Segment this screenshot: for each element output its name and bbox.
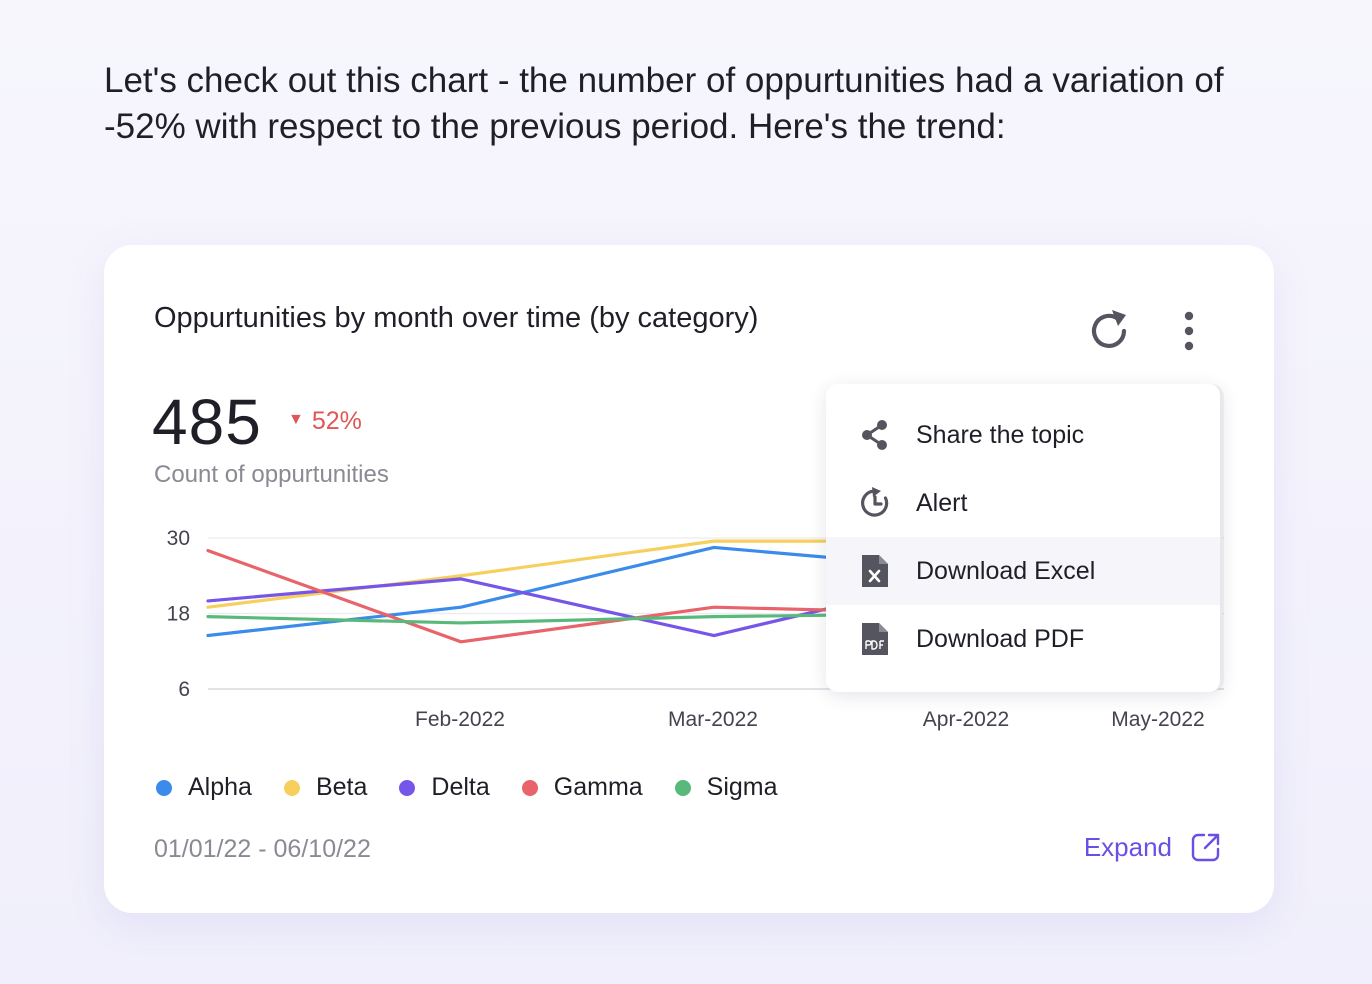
menu-item-label: Alert [916,488,968,517]
expand-label: Expand [1083,831,1172,862]
excel-file-icon [858,554,892,588]
legend-dot [674,779,691,796]
menu-item-download-excel[interactable]: Download Excel [826,537,1220,605]
refresh-icon [1091,310,1127,348]
x-tick-label: Feb-2022 [415,708,505,731]
options-menu: Share the topic Alert Download Excel [826,384,1222,692]
legend-dot [521,779,538,796]
y-tick-label: 18 [167,603,190,626]
menu-item-label: Share the topic [916,420,1085,449]
pdf-file-icon [858,622,892,656]
menu-item-share[interactable]: Share the topic [826,401,1220,469]
legend-item-delta[interactable]: Delta [399,773,490,802]
legend-label: Beta [315,773,368,801]
x-tick-label: Mar-2022 [668,708,758,731]
alert-timer-icon [858,486,892,520]
menu-item-label: Download PDF [916,624,1085,653]
legend-dot [156,779,172,796]
x-tick-label: Apr-2022 [923,708,1009,731]
legend-label: Sigma [706,773,778,801]
menu-item-download-pdf[interactable]: Download PDF [826,605,1220,673]
kpi-label: Count of oppurtunities [154,461,389,488]
legend-dot [399,779,416,796]
chart-legend: Alpha Beta Delta Gamma Sigma [156,773,778,802]
kpi-change: ▼ 52% [288,407,362,436]
more-options-button[interactable] [1163,305,1215,357]
x-tick-label: May-2022 [1111,708,1204,731]
menu-item-label: Download Excel [916,556,1096,585]
expand-button[interactable]: Expand [1084,831,1222,863]
legend-label: Delta [431,773,490,801]
y-tick-label: 6 [178,678,190,701]
kpi-change-value: 52% [311,407,362,435]
legend-label: Gamma [553,773,643,801]
more-vertical-icon [1184,311,1194,351]
y-tick-label: 30 [167,527,190,550]
card-title: Oppurtunities by month over time (by cat… [154,302,759,334]
menu-item-alert[interactable]: Alert [826,469,1220,537]
share-icon [858,418,892,452]
legend-item-sigma[interactable]: Sigma [674,773,778,802]
refresh-button[interactable] [1084,305,1136,357]
assistant-message: Let's check out this chart - the number … [104,61,1224,146]
kpi-value: 485 [152,386,262,458]
date-range: 01/01/22 - 06/10/22 [154,835,371,863]
legend-item-gamma[interactable]: Gamma [521,773,643,802]
legend-item-beta[interactable]: Beta [283,773,368,802]
external-link-icon [1191,833,1220,862]
legend-item-alpha[interactable]: Alpha [156,773,252,802]
legend-dot [283,779,300,796]
legend-label: Alpha [188,773,252,801]
down-triangle-icon: ▼ [288,410,304,428]
